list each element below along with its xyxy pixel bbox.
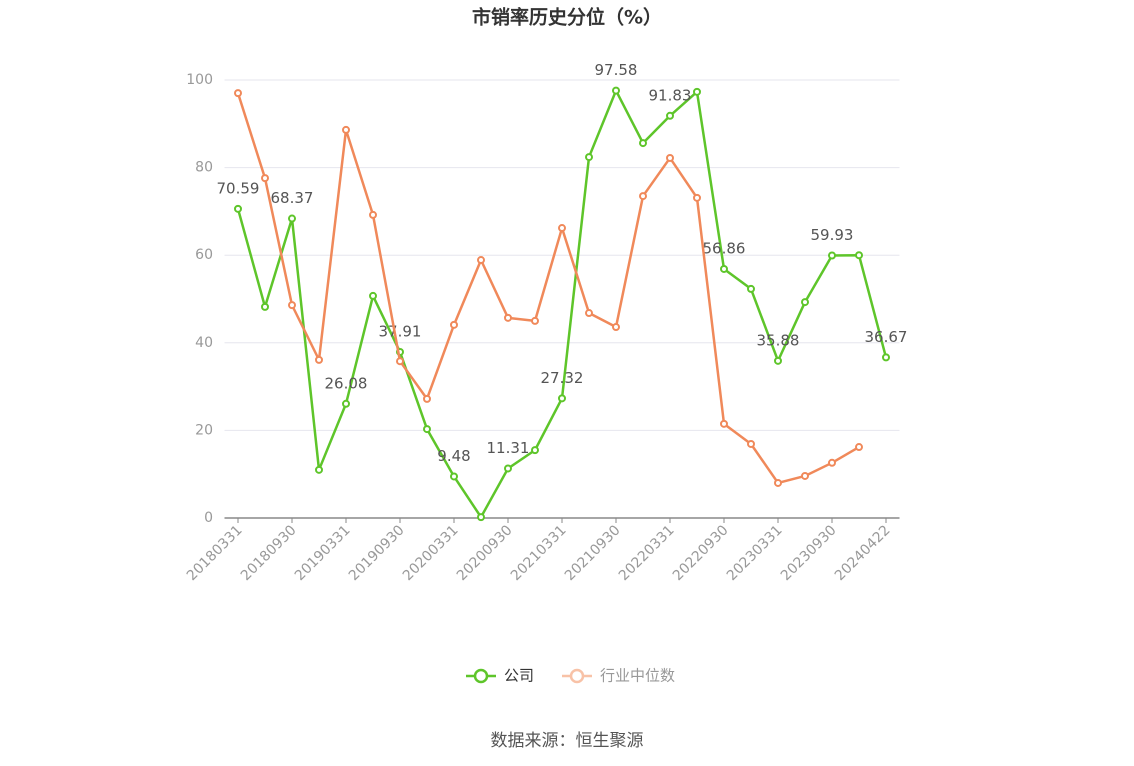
data-label: 11.31 — [487, 439, 530, 457]
point — [261, 302, 269, 311]
point — [774, 356, 782, 365]
legend-marker — [473, 668, 489, 684]
point — [450, 472, 458, 481]
point — [234, 89, 242, 98]
x-tick-label: 20230331 — [724, 522, 786, 584]
point — [423, 394, 431, 403]
point — [828, 458, 836, 467]
point — [666, 153, 674, 162]
point — [612, 86, 620, 95]
y-tick-label: 0 — [204, 510, 213, 526]
data-label: 35.88 — [757, 331, 800, 349]
point — [747, 439, 755, 448]
point — [666, 111, 674, 120]
point — [315, 465, 323, 474]
point — [423, 425, 431, 434]
point — [504, 313, 512, 322]
y-tick-label: 80 — [195, 160, 213, 176]
point — [585, 309, 593, 318]
x-tick-label: 20200930 — [454, 522, 516, 584]
x-tick-label: 20240422 — [832, 522, 894, 584]
point — [396, 357, 404, 366]
x-tick-label: 20210331 — [508, 522, 570, 584]
legend-label: 公司 — [504, 667, 534, 685]
y-tick-label: 100 — [186, 72, 213, 88]
data-label: 70.59 — [217, 179, 260, 197]
point — [261, 174, 269, 183]
point — [747, 284, 755, 293]
x-tick-label: 20190331 — [292, 522, 354, 584]
data-label: 26.08 — [325, 374, 368, 392]
point — [315, 355, 323, 364]
series-line — [236, 92, 860, 485]
point — [585, 153, 593, 162]
point — [693, 193, 701, 202]
series-line — [236, 89, 888, 519]
data-label: 27.32 — [541, 369, 584, 387]
data-label: 9.48 — [437, 447, 470, 465]
data-label: 68.37 — [271, 189, 314, 207]
data-label: 56.86 — [703, 239, 746, 257]
point — [342, 399, 350, 408]
point — [369, 291, 377, 300]
x-tick-label: 20230930 — [778, 522, 840, 584]
point — [477, 513, 485, 522]
y-tick-label: 40 — [195, 335, 213, 351]
data-label: 36.67 — [865, 328, 908, 346]
data-label: 97.58 — [595, 61, 638, 79]
point — [801, 471, 809, 480]
x-tick-label: 20220331 — [616, 522, 678, 584]
point — [369, 210, 377, 219]
x-tick-label: 20210930 — [562, 522, 624, 584]
point — [288, 214, 296, 223]
point — [450, 320, 458, 329]
x-tick-label: 20180930 — [238, 522, 300, 584]
point — [531, 446, 539, 455]
chart-title: 市销率历史分位（%） — [472, 6, 662, 29]
legend-marker — [569, 668, 585, 684]
source-note: 数据来源：恒生聚源 — [491, 731, 644, 751]
x-tick-label: 20190930 — [346, 522, 408, 584]
point — [477, 256, 485, 265]
point — [720, 264, 728, 273]
x-tick-label: 20220930 — [670, 522, 732, 584]
legend-label: 行业中位数 — [600, 667, 675, 685]
point — [558, 224, 566, 233]
point — [639, 192, 647, 201]
point — [504, 464, 512, 473]
point — [612, 323, 620, 332]
point — [720, 419, 728, 428]
y-tick-label: 20 — [195, 422, 213, 438]
point — [342, 125, 350, 134]
point — [639, 139, 647, 148]
data-label: 37.91 — [379, 322, 422, 340]
data-label: 59.93 — [811, 226, 854, 244]
x-tick-label: 20180331 — [184, 522, 246, 584]
point — [855, 443, 863, 452]
point — [828, 251, 836, 260]
point — [855, 251, 863, 260]
point — [774, 478, 782, 487]
point — [531, 316, 539, 325]
point — [801, 298, 809, 307]
point — [882, 353, 890, 362]
point — [558, 394, 566, 403]
point — [288, 301, 296, 310]
point — [234, 204, 242, 213]
point — [693, 87, 701, 96]
x-tick-label: 20200331 — [400, 522, 462, 584]
data-label: 91.83 — [649, 86, 692, 104]
y-tick-label: 60 — [195, 247, 213, 263]
